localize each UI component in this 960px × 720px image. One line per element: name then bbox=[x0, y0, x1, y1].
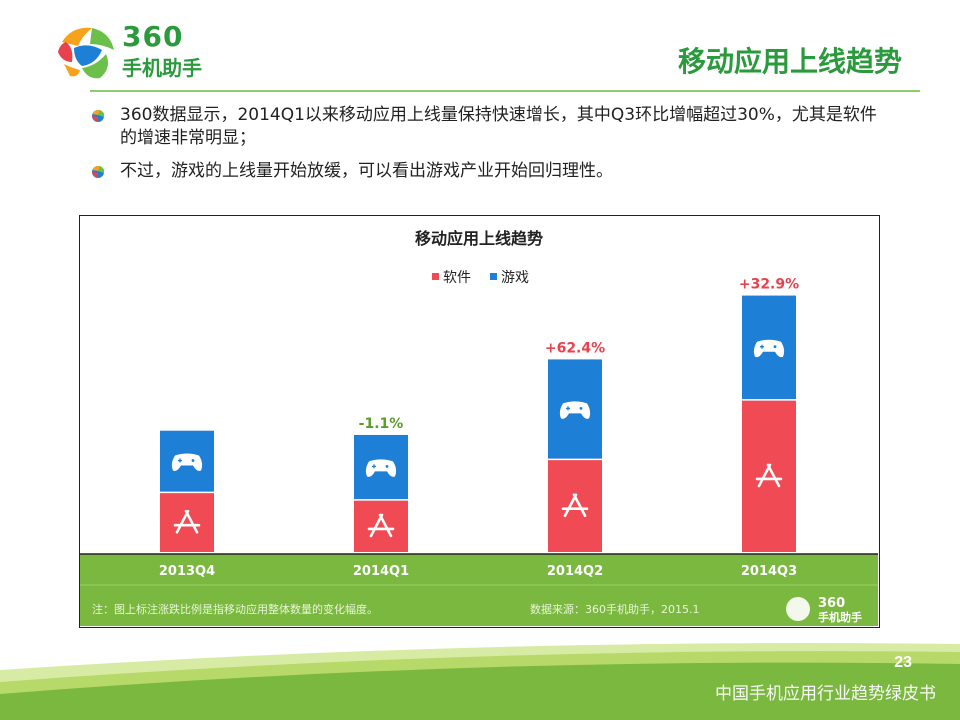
chart-title: 移动应用上线趋势 bbox=[415, 229, 543, 248]
chart-source: 数据来源：360手机助手，2015.1 bbox=[530, 602, 699, 616]
footer-decoration bbox=[0, 643, 960, 720]
chart-note: 注：图上标注涨跌比例是指移动应用整体数量的变化幅度。 bbox=[92, 602, 378, 616]
bullet-list: 360数据显示，2014Q1以来移动应用上线量保持快速增长，其中Q3环比增幅超过… bbox=[88, 104, 888, 193]
watermark-name: 手机助手 bbox=[818, 610, 862, 624]
legend-swatch-software bbox=[432, 273, 439, 280]
x-tick-label: 2014Q2 bbox=[547, 564, 603, 579]
watermark-ball-icon bbox=[786, 597, 810, 621]
gamepad-icon bbox=[365, 459, 397, 477]
logo-ball-icon bbox=[58, 27, 114, 81]
bar-software bbox=[160, 492, 214, 552]
bar-software bbox=[354, 499, 408, 552]
bullet-item: 不过，游戏的上线量开始放缓，可以看出游戏产业开始回归理性。 bbox=[88, 160, 888, 183]
gamepad-icon bbox=[753, 339, 785, 358]
app-store-icon bbox=[755, 463, 783, 488]
legend-label: 游戏 bbox=[501, 270, 529, 286]
bar-software bbox=[548, 459, 602, 552]
chart-legend: 软件 游戏 bbox=[432, 270, 529, 286]
category-band bbox=[80, 554, 878, 626]
bar-change-label: -1.1% bbox=[359, 416, 404, 432]
gamepad-icon bbox=[171, 453, 203, 472]
bullet-text: 不过，游戏的上线量开始放缓，可以看出游戏产业开始回归理性。 bbox=[120, 161, 613, 181]
bullet-ball-icon bbox=[92, 109, 105, 122]
bar-software bbox=[742, 399, 796, 552]
bar-change-label: +32.9% bbox=[739, 277, 799, 293]
page-title: 移动应用上线趋势 bbox=[677, 45, 902, 78]
x-tick-label: 2014Q3 bbox=[741, 564, 797, 579]
logo-name: 手机助手 bbox=[122, 56, 202, 80]
chart-watermark-logo: 360 手机助手 bbox=[786, 596, 862, 624]
bar-change-label: +62.4% bbox=[545, 340, 605, 356]
bullet-text: 360数据显示，2014Q1以来移动应用上线量保持快速增长，其中Q3环比增幅超过… bbox=[120, 105, 877, 148]
logo-number: 360 bbox=[122, 20, 184, 53]
bullet-ball-icon bbox=[92, 165, 105, 178]
app-store-icon bbox=[367, 513, 395, 538]
app-store-icon bbox=[561, 493, 589, 518]
chart-bars: -1.1% +62.4% +32.9% bbox=[160, 277, 799, 552]
app-store-icon bbox=[173, 509, 201, 534]
x-tick-label: 2014Q1 bbox=[353, 564, 409, 579]
gamepad-icon bbox=[559, 401, 591, 419]
title-divider bbox=[90, 90, 920, 92]
legend-swatch-games bbox=[490, 273, 497, 280]
stacked-bar-chart: 移动应用上线趋势 软件 游戏 -1.1%+62.4%+32.9% 2013Q4 20… bbox=[80, 229, 878, 626]
footer-title: 中国手机应用行业趋势绿皮书 bbox=[715, 684, 936, 704]
chart-frame: 移动应用上线趋势 软件 游戏 -1.1% +62.4% +32.9% 2013Q4 20… bbox=[79, 215, 880, 628]
brand-logo bbox=[52, 22, 232, 84]
watermark-number: 360 bbox=[818, 596, 845, 611]
x-tick-label: 2013Q4 bbox=[159, 564, 215, 579]
legend-label: 软件 bbox=[443, 270, 471, 286]
x-tick-labels: 2013Q4 2014Q1 2014Q2 2014Q3 bbox=[159, 564, 797, 579]
bullet-item: 360数据显示，2014Q1以来移动应用上线量保持快速增长，其中Q3环比增幅超过… bbox=[88, 104, 888, 150]
page-number: 23 bbox=[894, 654, 912, 671]
